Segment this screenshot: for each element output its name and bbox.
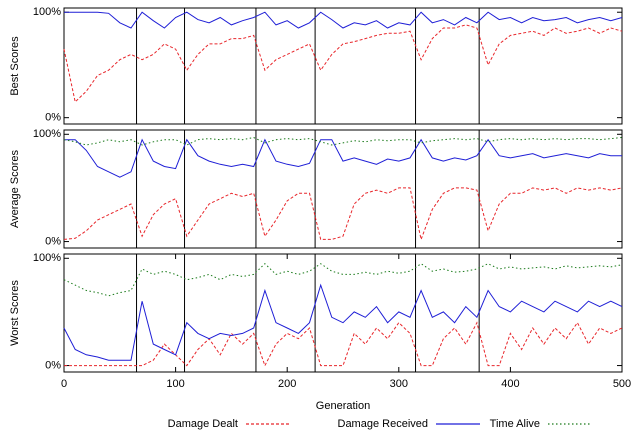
plot-frame [63, 253, 623, 373]
y-axis-label: Best Scores [9, 36, 21, 96]
y-tick-label: 100% [33, 128, 61, 140]
data-line [63, 283, 623, 361]
data-line [63, 24, 623, 103]
x-tick-label: 200 [278, 378, 296, 390]
plot-frame [63, 129, 623, 249]
y-axis-label: Worst Scores [9, 280, 21, 346]
x-tick-label: 300 [390, 378, 408, 390]
plot-frame [63, 7, 623, 125]
legend-label: Time Alive [490, 418, 540, 430]
y-axis-label: Average Scores [9, 149, 21, 228]
y-tick-label: 0% [45, 359, 61, 371]
data-line [63, 136, 623, 146]
legend-item: Damage Received [338, 418, 480, 430]
legend-label: Damage Received [338, 418, 429, 430]
y-tick-label: 100% [33, 252, 61, 264]
data-line [64, 138, 622, 178]
x-tick-label: 500 [613, 378, 631, 390]
y-tick-label: 0% [45, 235, 61, 247]
data-line [63, 187, 623, 242]
y-tick-label: 0% [45, 112, 61, 124]
x-tick-label: 100 [166, 378, 184, 390]
y-tick-label: 100% [33, 6, 61, 18]
data-line [64, 321, 623, 367]
x-tick-label: 0 [61, 378, 67, 390]
x-axis-label: Generation [316, 400, 370, 412]
data-line [63, 263, 623, 297]
legend-item: Damage Dealt [168, 418, 290, 430]
legend-label: Damage Dealt [168, 418, 238, 430]
data-line [64, 11, 623, 29]
legend-item: Time Alive [490, 418, 592, 430]
x-tick-label: 400 [501, 378, 519, 390]
